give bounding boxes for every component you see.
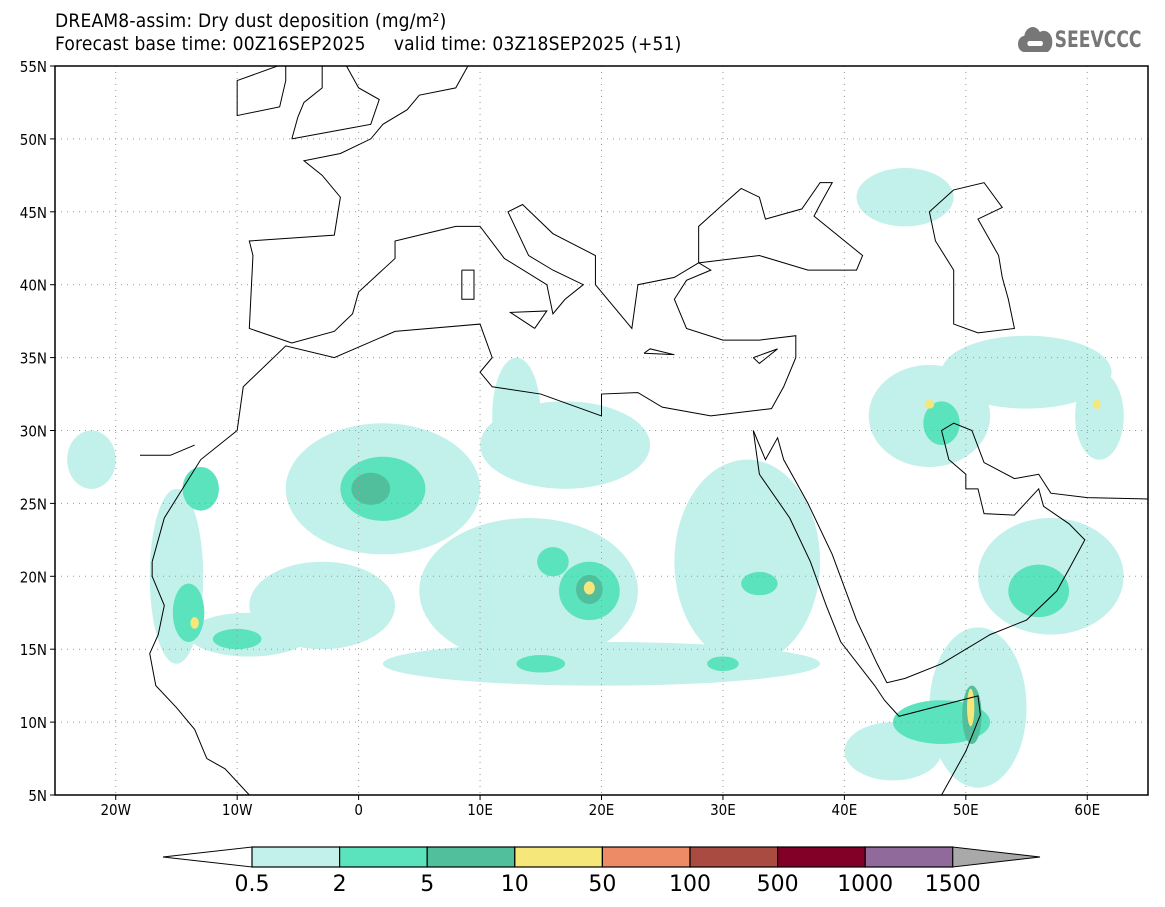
coastline: [752, 422, 1148, 684]
colorbar-swatch: [426, 846, 516, 868]
colorbar-swatch: [339, 846, 428, 868]
dust-area-level-1: [923, 401, 960, 446]
dust-area-level-3: [190, 617, 199, 629]
dust-area-level-3: [1093, 399, 1101, 410]
coastline: [698, 182, 864, 271]
coastline: [291, 66, 380, 140]
colorbar-label: 1500: [925, 872, 981, 897]
lon-tick-label: 30E: [710, 801, 736, 819]
dust-area-level-0: [382, 641, 821, 686]
dust-area-level-1: [537, 547, 569, 577]
forecast-times: Forecast base time: 00Z16SEP2025 valid t…: [55, 33, 682, 55]
coastline: [508, 310, 548, 329]
colorbar-swatch: [251, 846, 341, 868]
colorbar-label: 2: [333, 872, 347, 897]
lon-tick-label: 20E: [589, 801, 615, 819]
cloud-icon: [1018, 27, 1053, 52]
lon-tick-label: 60E: [1074, 801, 1100, 819]
seevccc-logo: SEEVCCC: [1018, 26, 1142, 54]
coastline: [928, 182, 1016, 334]
dust-area-level-3: [967, 688, 975, 727]
lat-tick-label: 30N: [20, 423, 47, 441]
lon-tick-label: 10E: [467, 801, 493, 819]
colorbar-label: 100: [669, 872, 711, 897]
lat-tick-label: 10N: [20, 714, 47, 732]
coastline: [643, 348, 675, 356]
coastline: [248, 66, 699, 344]
lat-tick-label: 40N: [20, 277, 47, 295]
dust-area-level-3: [924, 399, 935, 409]
dust-area-level-1: [182, 466, 219, 511]
lon-tick-label: 20W: [100, 801, 131, 819]
coastlines: [140, 66, 1148, 795]
colorbar-label: 5: [420, 872, 434, 897]
colorbar-swatch: [864, 846, 954, 868]
dust-area-level-0: [674, 459, 821, 664]
lat-tick-label: 15N: [20, 641, 47, 659]
colorbar-swatch: [776, 846, 866, 868]
lat-tick-label: 20N: [20, 568, 47, 586]
colorbar-label: 10: [501, 872, 529, 897]
dust-area-level-1: [172, 583, 205, 642]
colorbar-label: 1000: [837, 872, 893, 897]
dust-area-level-0: [1075, 372, 1124, 460]
coastline: [236, 66, 287, 117]
colorbar-swatch: [601, 846, 691, 868]
lat-tick-label: 55N: [20, 58, 47, 76]
gridlines: [55, 66, 1148, 795]
lat-tick-label: 45N: [20, 204, 47, 222]
colorbar-label: 50: [588, 872, 616, 897]
lat-tick-label: 5N: [28, 787, 47, 805]
dust-deposition-field: [67, 168, 1124, 788]
dust-area-level-0: [419, 517, 638, 664]
colorbar-swatch: [514, 846, 603, 868]
dust-area-level-1: [516, 655, 566, 673]
dust-area-level-1: [707, 656, 739, 672]
dust-area-level-0: [856, 168, 954, 227]
logo-text: SEEVCCC: [1054, 27, 1142, 53]
colorbar-under-arrow: [162, 846, 253, 868]
colorbar-label: 0.5: [235, 872, 270, 897]
dust-area-level-2: [351, 472, 391, 505]
map-title: DREAM8-assim: Dry dust deposition (mg/m²…: [55, 10, 447, 32]
lon-tick-label: 10W: [222, 801, 253, 819]
axes: 55N 50N 45N 40N 35N 30N 25N 20N 15N 10N 5N 20W 10W 0 1…: [20, 58, 1100, 819]
lat-tick-label: 50N: [20, 131, 47, 149]
colorbar-over-arrow: [952, 846, 1041, 868]
lat-tick-label: 35N: [20, 350, 47, 368]
coastline: [752, 348, 778, 365]
coastline: [149, 561, 250, 795]
dust-area-level-1: [1008, 564, 1070, 618]
lon-tick-label: 50E: [953, 801, 979, 819]
colorbar: 0.5 2 5 10 50 100 500 1000 1500: [162, 846, 1041, 897]
coastline: [461, 269, 475, 300]
dust-area-level-1: [212, 628, 262, 650]
dust-area-level-1: [741, 571, 778, 596]
dust-area-level-0: [67, 430, 116, 489]
colorbar-swatch: [689, 846, 779, 868]
coastline: [140, 444, 195, 456]
lat-tick-label: 25N: [20, 495, 47, 513]
dust-area-level-3: [583, 581, 595, 595]
lon-tick-label: 40E: [832, 801, 858, 819]
dust-area-level-0: [492, 357, 541, 475]
lon-tick-label: 0: [354, 801, 363, 819]
coastline: [151, 262, 797, 562]
dust-area-level-0: [941, 335, 1112, 409]
colorbar-label: 500: [757, 872, 799, 897]
coastline: [752, 430, 981, 795]
